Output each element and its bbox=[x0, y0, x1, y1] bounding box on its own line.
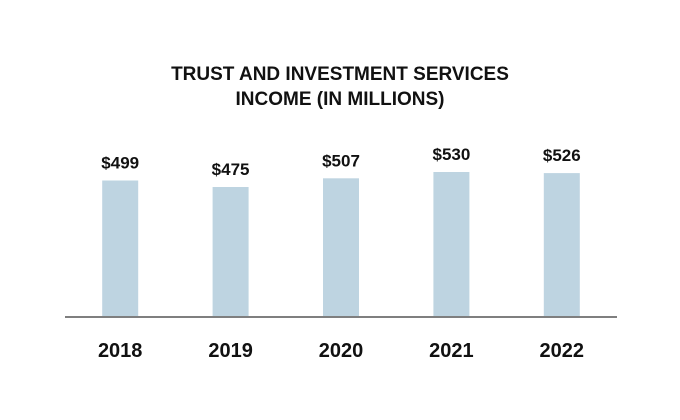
x-tick-label-2020: 2020 bbox=[319, 340, 364, 362]
chart-title-line-2: INCOME (IN MILLIONS) bbox=[235, 89, 445, 110]
value-label-2021: $530 bbox=[432, 145, 470, 164]
value-label-2018: $499 bbox=[101, 154, 139, 173]
chart-title-line-1: TRUST AND INVESTMENT SERVICES bbox=[171, 64, 509, 85]
bars-layer bbox=[102, 172, 580, 317]
x-tick-label-2021: 2021 bbox=[429, 340, 474, 362]
bar-2019 bbox=[212, 187, 249, 317]
bar-2018 bbox=[102, 180, 139, 317]
bar-2022 bbox=[543, 173, 580, 317]
x-tick-label-2022: 2022 bbox=[540, 340, 585, 362]
value-label-2020: $507 bbox=[322, 151, 360, 170]
value-label-2019: $475 bbox=[212, 160, 250, 179]
chart-title: TRUST AND INVESTMENT SERVICES INCOME (IN… bbox=[0, 62, 680, 112]
labels-layer: $499 2018 $475 2019 $507 2020 $530 2021 $526 2022 bbox=[98, 145, 584, 362]
bar-2021 bbox=[433, 172, 470, 317]
value-label-2022: $526 bbox=[543, 146, 581, 165]
bar-2020 bbox=[323, 178, 359, 317]
x-tick-label-2018: 2018 bbox=[98, 340, 143, 362]
x-tick-label-2019: 2019 bbox=[208, 340, 253, 362]
